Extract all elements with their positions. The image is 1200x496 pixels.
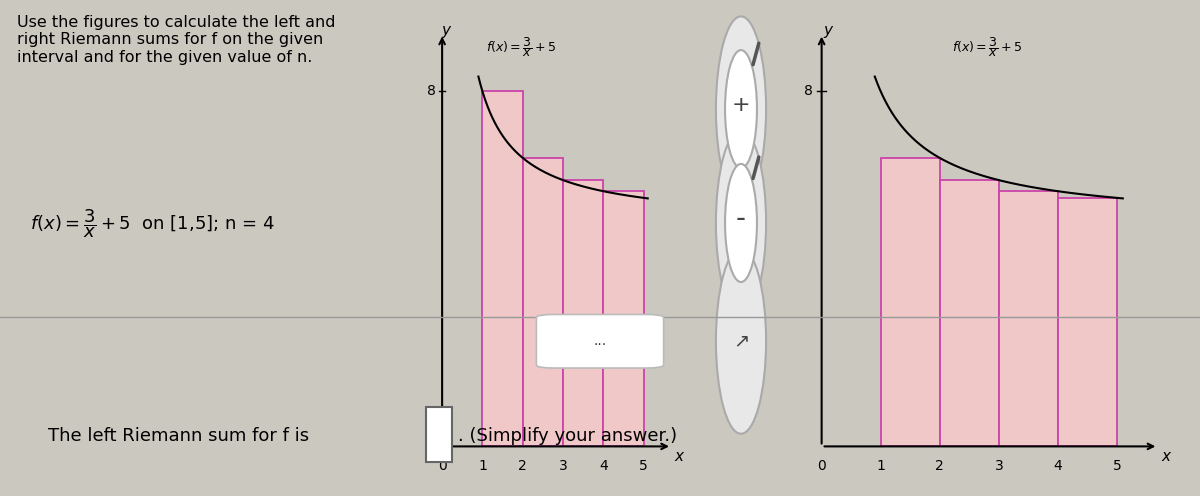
Text: ↗: ↗ [733,331,749,351]
Text: 5: 5 [1112,459,1121,473]
Text: 0: 0 [817,459,826,473]
Text: x: x [674,449,683,464]
Circle shape [716,16,766,202]
Text: 1: 1 [478,459,487,473]
Bar [998,191,1058,446]
Circle shape [725,50,757,168]
Bar [1058,198,1117,446]
Text: 3: 3 [995,459,1003,473]
Circle shape [725,164,757,282]
Text: 0: 0 [438,459,446,473]
Text: 1: 1 [876,459,886,473]
Bar [881,158,940,446]
Text: 4: 4 [1054,459,1062,473]
Text: . (Simplify your answer.): . (Simplify your answer.) [458,428,678,445]
Bar [523,158,563,446]
Text: $f(x) = \dfrac{3}{x} + 5$  on [1,5]; n = 4: $f(x) = \dfrac{3}{x} + 5$ on [1,5]; n = … [30,207,275,240]
Text: 8: 8 [804,84,812,98]
Text: ...: ... [594,334,606,348]
Text: The left Riemann sum for f is: The left Riemann sum for f is [48,428,310,445]
Text: 4: 4 [599,459,607,473]
Text: 8: 8 [427,84,436,98]
Text: 3: 3 [559,459,568,473]
Text: $f(x) = \dfrac{3}{x} + 5$: $f(x) = \dfrac{3}{x} + 5$ [486,35,557,59]
Text: +: + [732,95,750,115]
Text: -: - [736,205,746,233]
Text: 2: 2 [935,459,944,473]
FancyBboxPatch shape [536,314,664,368]
Text: $f(x) = \dfrac{3}{x} + 5$: $f(x) = \dfrac{3}{x} + 5$ [952,35,1022,59]
Bar [563,180,604,446]
Text: Use the figures to calculate the left and
right Riemann sums for f on the given
: Use the figures to calculate the left an… [17,15,336,64]
Circle shape [716,248,766,434]
FancyBboxPatch shape [426,407,452,462]
Text: y: y [442,23,451,38]
Circle shape [716,130,766,316]
Text: y: y [823,23,832,38]
Text: 2: 2 [518,459,527,473]
Bar [604,191,643,446]
Bar [482,91,523,446]
Text: 5: 5 [640,459,648,473]
Text: x: x [1162,449,1170,464]
Bar [940,180,998,446]
